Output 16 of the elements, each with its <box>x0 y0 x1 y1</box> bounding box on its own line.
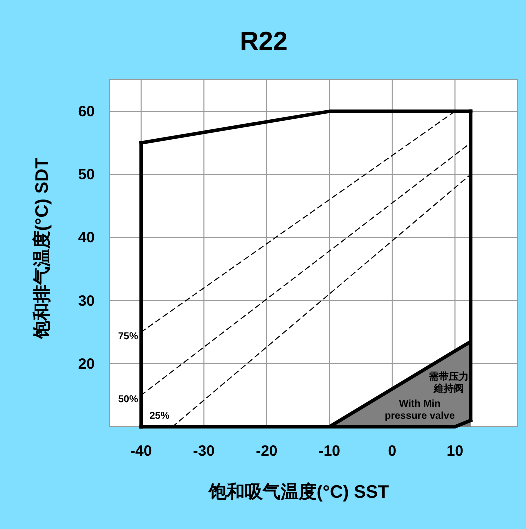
x-tick-label: -40 <box>130 443 152 460</box>
y-tick-label: 40 <box>78 230 95 247</box>
x-tick-label: -10 <box>318 443 341 460</box>
y-tick-label: 30 <box>78 292 95 310</box>
y-tick-label: 50 <box>78 166 95 184</box>
y-axis-title: 饱和排气温度(°C) SDT <box>32 158 52 340</box>
x-tick-label: 0 <box>388 443 397 460</box>
annotation: With Min pressure valve <box>384 399 456 423</box>
y-tick-label: 20 <box>78 356 95 373</box>
x-tick-label: -30 <box>193 443 215 460</box>
x-tick-label: 10 <box>446 443 464 460</box>
annotation: 需带压力維持阀 <box>428 372 470 396</box>
y-tick-label: 60 <box>78 104 95 121</box>
x-tick-label: -20 <box>256 443 278 460</box>
chart-title: R22 <box>240 26 288 56</box>
x-axis-title: 饱和吸气温度(°C) SST <box>208 482 390 502</box>
